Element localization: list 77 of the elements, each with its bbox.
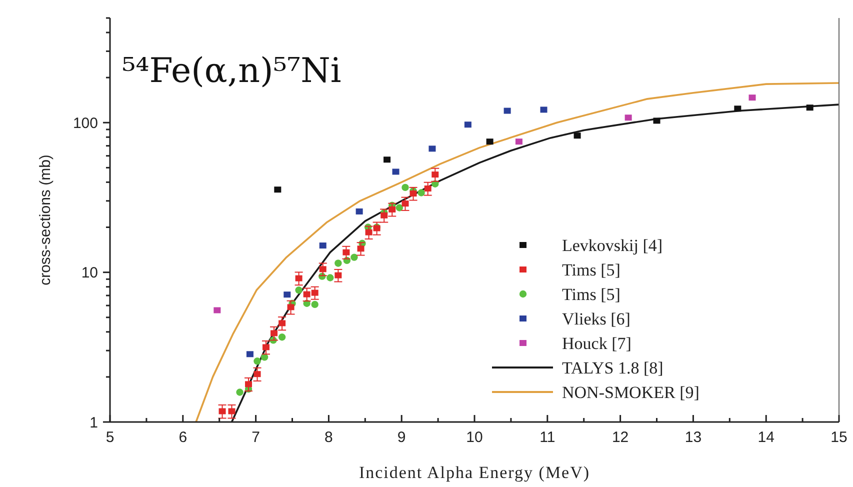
point	[287, 304, 294, 310]
point	[326, 274, 334, 282]
x-tick-label: 8	[324, 429, 333, 446]
text: ⁵⁴Fe(α,n)⁵⁷Ni	[122, 51, 342, 91]
point	[214, 307, 221, 314]
point	[218, 408, 226, 414]
point	[254, 358, 261, 365]
point	[396, 204, 404, 212]
x-axis-title: Incident Alpha Energy (MeV)	[358, 463, 590, 482]
point	[380, 212, 388, 218]
point	[428, 146, 436, 152]
y-axis-title: cross-sections (mb)	[37, 154, 54, 286]
point	[515, 138, 522, 145]
point	[410, 190, 417, 197]
x-tick-label: 7	[252, 429, 260, 446]
point	[342, 249, 350, 256]
point	[274, 186, 282, 193]
x-tick-label: 6	[178, 429, 188, 446]
point	[311, 290, 318, 296]
point	[748, 94, 756, 101]
point	[357, 246, 364, 252]
point	[228, 408, 236, 414]
legend-label: Tims [5]	[562, 284, 620, 304]
point	[402, 184, 409, 192]
x-tick-label: 11	[540, 429, 556, 446]
point	[278, 320, 286, 326]
point	[574, 132, 581, 139]
point	[350, 254, 358, 261]
point	[432, 172, 439, 178]
y-tick-label: 1	[90, 414, 98, 432]
legend-label: Tims [5]	[562, 260, 620, 280]
point	[464, 122, 472, 128]
legend-label: Levkovskij [4]	[562, 236, 663, 255]
point	[504, 108, 511, 114]
x-tick-label: 13	[684, 429, 702, 446]
point	[319, 242, 326, 249]
point	[388, 206, 396, 212]
point	[384, 156, 391, 163]
point	[260, 354, 268, 361]
x-tick-label: 15	[830, 429, 848, 446]
x-tick-label: 12	[612, 429, 629, 446]
y-tick-label: 100	[72, 114, 98, 132]
legend-label: Houck [7]	[562, 334, 632, 353]
point	[246, 351, 254, 358]
x-tick-label: 14	[758, 429, 774, 446]
legend-label: Vlieks [6]	[562, 309, 630, 328]
point	[486, 138, 494, 145]
point	[418, 189, 425, 196]
x-tick-label: 10	[466, 429, 483, 446]
y-tick-label: 10	[81, 264, 98, 282]
x-tick-label: 9	[397, 429, 406, 446]
point	[284, 292, 291, 298]
x-tick-label: 5	[106, 429, 114, 446]
point	[734, 106, 742, 112]
point	[424, 186, 432, 192]
point	[356, 208, 363, 214]
point	[365, 229, 372, 236]
point	[295, 286, 302, 294]
point	[278, 334, 286, 341]
legend-label: NON-SMOKER [9]	[562, 382, 700, 402]
point	[236, 388, 244, 396]
point	[319, 266, 326, 272]
point	[624, 114, 632, 121]
point	[254, 371, 261, 378]
point	[262, 344, 270, 350]
point	[392, 168, 400, 175]
point	[245, 381, 252, 388]
point	[334, 260, 342, 267]
point	[806, 104, 814, 111]
point	[653, 118, 660, 124]
point	[270, 330, 278, 336]
point	[334, 272, 342, 278]
point	[303, 291, 310, 298]
legend-label: TALYS 1.8 [8]	[562, 358, 664, 378]
point	[540, 106, 548, 113]
point	[295, 275, 302, 282]
point	[402, 200, 409, 207]
